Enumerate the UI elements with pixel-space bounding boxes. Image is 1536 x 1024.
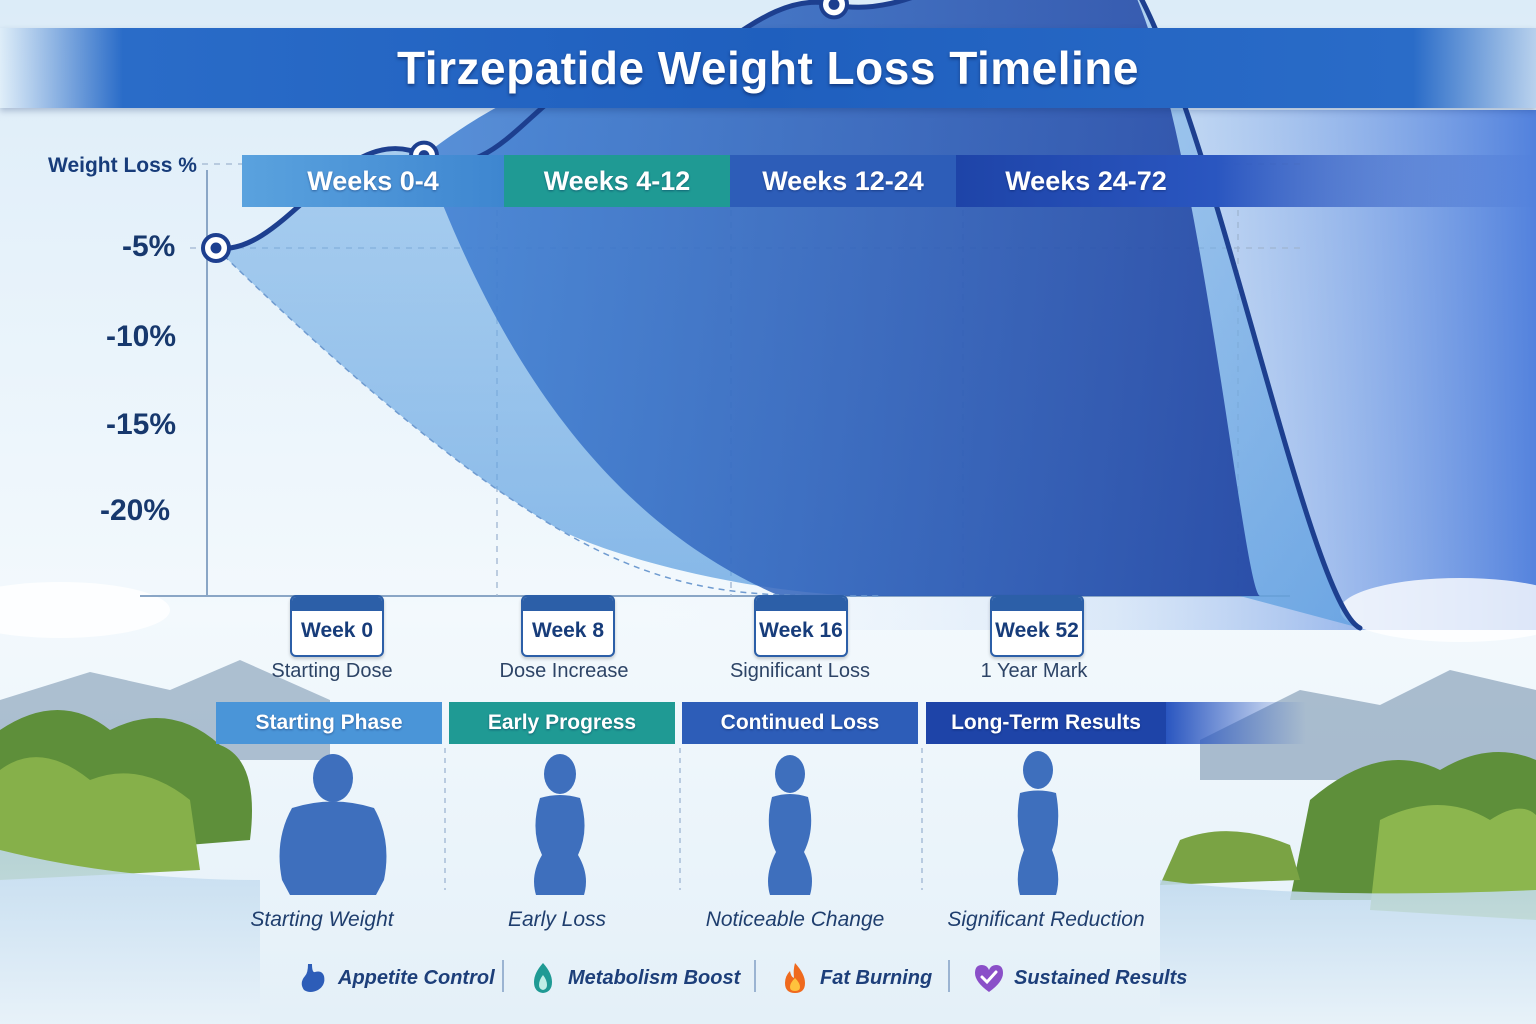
benefit-separator bbox=[754, 960, 756, 992]
figure-label: Early Loss bbox=[507, 908, 607, 931]
phase-band-weeks-0-4: Weeks 0-4 bbox=[242, 155, 504, 207]
y-tick-label: -10% bbox=[106, 320, 177, 353]
calendar-icon bbox=[992, 597, 1082, 611]
milestone-week-52: Week 52 bbox=[990, 595, 1084, 657]
heart-check-icon bbox=[975, 965, 1003, 992]
phase-band-weeks-4-12: Weeks 4-12 bbox=[504, 155, 730, 207]
calendar-icon bbox=[756, 597, 846, 611]
phase-bar-early-progress: Early Progress bbox=[449, 702, 675, 744]
milestone-caption: Significant Loss bbox=[729, 660, 871, 682]
figure-significant-reduction bbox=[1017, 751, 1059, 895]
stomach-icon bbox=[301, 964, 325, 992]
phase-bar-starting: Starting Phase bbox=[216, 702, 442, 744]
milestone-week-8: Week 8 bbox=[521, 595, 615, 657]
figure-label: Starting Weight bbox=[250, 908, 394, 931]
benefit-separator bbox=[502, 960, 504, 992]
milestone-caption: 1 Year Mark bbox=[980, 660, 1088, 682]
calendar-icon bbox=[523, 597, 613, 611]
data-point-center bbox=[828, 0, 840, 10]
fire-icon bbox=[785, 963, 805, 993]
milestone-caption: Dose Increase bbox=[499, 660, 629, 682]
page-title: Tirzepatide Weight Loss Timeline bbox=[397, 42, 1139, 94]
y-tick-label: -15% bbox=[106, 408, 177, 441]
phase-band-weeks-12-24: Weeks 12-24 bbox=[730, 155, 956, 207]
calendar-icon bbox=[292, 597, 382, 611]
phase-bar-long-term: Long-Term Results bbox=[926, 702, 1166, 744]
benefit-fat-burning: Fat Burning bbox=[778, 958, 932, 998]
area-main bbox=[424, 0, 1260, 596]
y-tick-label: -20% bbox=[100, 494, 171, 527]
figure-early-loss bbox=[534, 754, 586, 895]
figure-noticeable-change bbox=[768, 755, 812, 895]
milestone-week-0: Week 0 bbox=[290, 595, 384, 657]
title-bar: Tirzepatide Weight Loss Timeline bbox=[0, 28, 1536, 108]
phase-band-fade bbox=[1216, 155, 1536, 207]
phase-bar-fade bbox=[1166, 702, 1306, 744]
benefit-appetite-control: Appetite Control bbox=[296, 958, 495, 998]
phase-bar-continued-loss: Continued Loss bbox=[682, 702, 918, 744]
leaf-flame-icon bbox=[534, 963, 552, 993]
figure-label: Noticeable Change bbox=[705, 908, 885, 931]
benefit-sustained-results: Sustained Results bbox=[972, 958, 1187, 998]
y-axis-title: Weight Loss % bbox=[48, 154, 197, 177]
milestone-caption: Starting Dose bbox=[271, 660, 393, 682]
data-point-center bbox=[210, 242, 222, 254]
y-tick-label: -5% bbox=[122, 230, 176, 263]
milestone-week-16: Week 16 bbox=[754, 595, 848, 657]
figure-label: Significant Reduction bbox=[947, 908, 1145, 931]
figure-starting-weight bbox=[279, 754, 387, 895]
projection-line bbox=[215, 247, 881, 597]
benefit-metabolism-boost: Metabolism Boost bbox=[526, 958, 740, 998]
phase-band-weeks-24-72: Weeks 24-72 bbox=[956, 155, 1216, 207]
benefit-separator bbox=[948, 960, 950, 992]
